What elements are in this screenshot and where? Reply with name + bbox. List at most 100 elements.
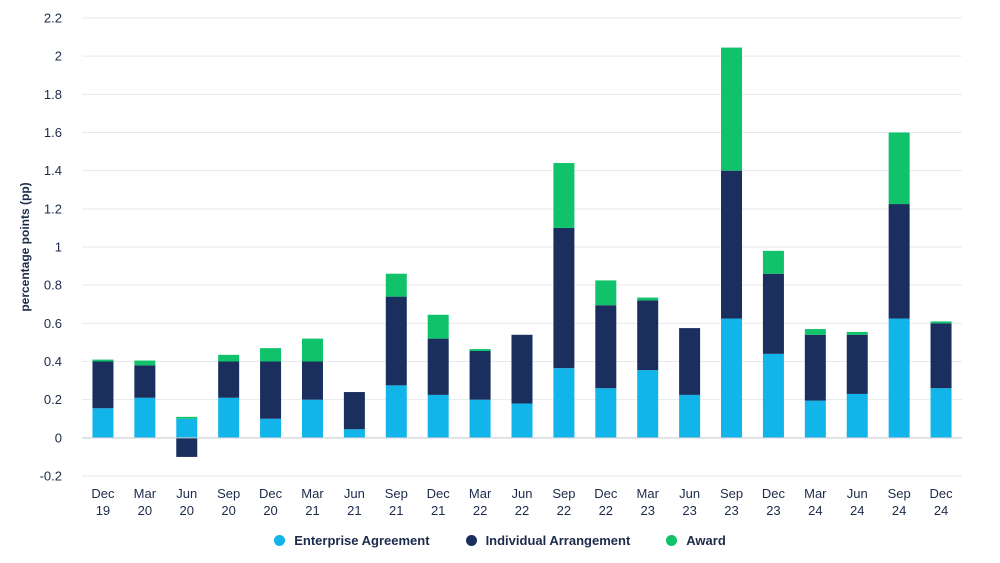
bar-individual-arrangement (301, 361, 323, 400)
x-tick-year: 24 (892, 503, 906, 518)
bar-award (218, 354, 240, 362)
x-tick-year: 20 (180, 503, 194, 518)
y-axis-ticks: -0.2 0 0.2 0.4 0.6 0.8 1 1.2 1.4 1.6 1.8 2 2.2 (40, 11, 62, 484)
bar-award (804, 329, 826, 335)
bar-enterprise-agreement (218, 397, 240, 438)
bar-enterprise-agreement (930, 388, 952, 438)
x-tick-year: 24 (850, 503, 864, 518)
x-tick-month: Sep (385, 486, 408, 501)
x-tick-year: 21 (389, 503, 403, 518)
bar-enterprise-agreement (134, 397, 156, 438)
bar-enterprise-agreement (176, 418, 198, 438)
bar-enterprise-agreement (888, 318, 910, 438)
bar-enterprise-agreement (385, 385, 407, 438)
x-tick-year: 20 (263, 503, 277, 518)
x-tick-month: Dec (929, 486, 953, 501)
bar-individual-arrangement (804, 334, 826, 401)
bar-award (134, 360, 156, 366)
x-tick-year: 21 (431, 503, 445, 518)
y-tick-label: -0.2 (40, 469, 62, 484)
bar-award (385, 273, 407, 297)
bar-individual-arrangement (553, 227, 575, 369)
legend-label: Award (686, 533, 726, 548)
y-tick-label: 1.4 (44, 163, 62, 178)
bar-award (721, 47, 743, 171)
y-tick-label: 0.2 (44, 392, 62, 407)
bar-enterprise-agreement (637, 370, 659, 438)
legend-item: Enterprise Agreement (274, 533, 430, 548)
y-tick-label: 0.6 (44, 316, 62, 331)
x-tick-month: Jun (176, 486, 197, 501)
x-tick-month: Dec (427, 486, 451, 501)
bar-individual-arrangement (92, 361, 114, 409)
y-tick-label: 2 (55, 49, 62, 64)
legend-swatch-icon (274, 535, 286, 546)
x-tick-year: 20 (221, 503, 235, 518)
y-tick-label: 1.2 (44, 201, 62, 216)
x-tick-year: 21 (347, 503, 361, 518)
bar-enterprise-agreement (260, 418, 282, 438)
bar-enterprise-agreement (301, 399, 323, 438)
bar-enterprise-agreement (762, 353, 784, 438)
legend-swatch-icon (465, 535, 477, 546)
y-tick-label: 0 (55, 430, 62, 445)
bar-individual-arrangement (888, 204, 910, 319)
x-tick-month: Mar (134, 486, 157, 501)
bar-enterprise-agreement (92, 408, 114, 438)
bar-individual-arrangement (176, 437, 198, 457)
x-tick-month: Sep (888, 486, 911, 501)
bar-award (637, 297, 659, 301)
bar-individual-arrangement (385, 296, 407, 386)
x-tick-month: Jun (679, 486, 700, 501)
x-tick-year: 24 (808, 503, 822, 518)
bar-enterprise-agreement (469, 399, 491, 438)
bar-individual-arrangement (930, 323, 952, 389)
x-tick-year: 22 (599, 503, 613, 518)
bar-award (427, 314, 449, 339)
x-tick-year: 24 (934, 503, 948, 518)
x-tick-month: Dec (762, 486, 786, 501)
x-tick-month: Sep (720, 486, 743, 501)
bar-enterprise-agreement (595, 388, 617, 438)
bar-individual-arrangement (511, 334, 533, 404)
bar-individual-arrangement (469, 351, 491, 400)
bar-award (930, 321, 952, 324)
y-tick-label: 2.2 (44, 11, 62, 26)
bar-individual-arrangement (427, 338, 449, 395)
bar-enterprise-agreement (679, 394, 701, 438)
bar-individual-arrangement (637, 300, 659, 371)
bar-award (176, 416, 198, 419)
x-tick-month: Dec (594, 486, 618, 501)
legend-label: Enterprise Agreement (294, 533, 430, 548)
bar-award (92, 359, 114, 362)
legend-label: Individual Arrangement (485, 533, 631, 548)
x-tick-month: Sep (552, 486, 575, 501)
x-tick-month: Mar (301, 486, 324, 501)
bar-award (762, 250, 784, 274)
legend-swatch-icon (666, 535, 678, 546)
bar-individual-arrangement (343, 392, 365, 430)
x-axis-ticks: Dec 19 Mar 20 Jun 20 Sep 20 Dec 20 Mar 21 Jun 21 Sep 21… (91, 486, 953, 518)
x-tick-year: 21 (305, 503, 319, 518)
bar-award (595, 280, 617, 306)
bars (92, 47, 952, 457)
bar-individual-arrangement (846, 334, 868, 394)
x-tick-year: 23 (766, 503, 780, 518)
x-tick-month: Jun (847, 486, 868, 501)
bar-award (260, 348, 282, 362)
x-tick-month: Dec (91, 486, 115, 501)
bar-enterprise-agreement (804, 400, 826, 438)
legend: Enterprise Agreement Individual Arrangeme… (0, 533, 1000, 548)
bar-award (469, 349, 491, 352)
x-tick-year: 22 (557, 503, 571, 518)
x-tick-year: 22 (515, 503, 529, 518)
x-tick-year: 20 (138, 503, 152, 518)
bar-enterprise-agreement (427, 394, 449, 438)
x-tick-month: Mar (469, 486, 492, 501)
bar-enterprise-agreement (511, 403, 533, 438)
legend-item: Individual Arrangement (465, 533, 631, 548)
x-tick-month: Jun (344, 486, 365, 501)
legend-item: Award (666, 533, 726, 548)
x-tick-year: 23 (682, 503, 696, 518)
